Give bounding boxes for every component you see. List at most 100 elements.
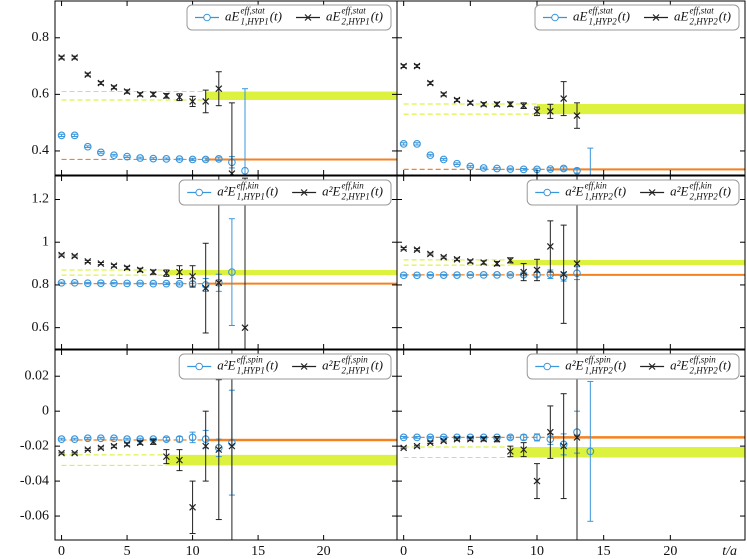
marker xyxy=(413,271,421,280)
y-tick-label: 0.02 xyxy=(25,368,50,383)
marker xyxy=(228,442,236,450)
plot-area xyxy=(57,176,397,349)
marker xyxy=(453,96,461,104)
marker xyxy=(506,271,515,279)
marker xyxy=(214,155,223,163)
marker xyxy=(453,435,461,443)
legend-text: 2,HYP2 xyxy=(689,192,718,202)
marker xyxy=(162,435,171,443)
marker xyxy=(546,165,555,173)
plot-area xyxy=(57,350,397,540)
legend-box xyxy=(526,353,740,380)
legend-text: (t) xyxy=(719,183,731,198)
marker xyxy=(83,279,92,288)
legend-marker xyxy=(300,363,308,370)
marker xyxy=(176,93,183,101)
plot-area xyxy=(57,54,397,175)
marker xyxy=(84,71,92,78)
marker xyxy=(533,477,541,485)
marker xyxy=(110,151,118,160)
legend-text: eff,stat xyxy=(588,6,613,16)
legend-text: (t) xyxy=(266,183,278,198)
marker xyxy=(480,100,488,108)
marker xyxy=(466,258,474,265)
legend-text: aE xyxy=(225,8,240,23)
legend-text: aE xyxy=(573,8,588,23)
legend-box xyxy=(178,179,392,206)
legend-text: 1,HYP2 xyxy=(585,192,614,202)
marker xyxy=(493,271,501,279)
legend-text: (t) xyxy=(618,8,630,23)
x-axis-label: t/a xyxy=(722,544,737,559)
marker xyxy=(466,271,475,279)
marker xyxy=(57,435,66,443)
marker xyxy=(426,250,434,258)
legend-text: eff,spin xyxy=(585,355,612,365)
fit-band xyxy=(166,269,397,276)
marker xyxy=(506,447,514,455)
marker xyxy=(400,62,408,70)
marker xyxy=(97,444,105,452)
marker xyxy=(506,165,515,173)
y-tick-label: 1 xyxy=(42,234,49,249)
marker xyxy=(70,131,79,140)
marker xyxy=(83,434,92,443)
marker xyxy=(57,131,66,140)
marker xyxy=(110,442,118,450)
legend-box xyxy=(526,179,740,206)
marker xyxy=(83,142,92,151)
y-tick-label: 0.6 xyxy=(32,87,50,102)
panel-frame xyxy=(396,175,746,350)
marker xyxy=(453,271,461,279)
legend-text: eff,stat xyxy=(341,6,366,16)
legend-text: eff,stat xyxy=(240,6,265,16)
marker xyxy=(123,88,131,95)
marker xyxy=(546,428,554,436)
marker xyxy=(149,90,157,98)
legend-text: 1,HYP2 xyxy=(585,366,614,376)
marker xyxy=(162,92,170,100)
x-tick-label: 10 xyxy=(530,544,544,559)
marker xyxy=(123,264,131,272)
legend-text: eff,spin xyxy=(237,355,264,365)
marker xyxy=(573,112,581,120)
marker xyxy=(123,440,131,448)
marker xyxy=(97,260,105,267)
x-tick-label: 15 xyxy=(597,544,611,559)
marker xyxy=(399,433,408,442)
marker xyxy=(215,85,223,93)
marker xyxy=(560,95,568,103)
marker xyxy=(175,155,184,164)
legend-text: a²E xyxy=(322,183,340,198)
legend-text: 2,HYP1 xyxy=(341,192,369,202)
marker xyxy=(84,446,92,454)
marker xyxy=(493,260,501,267)
marker xyxy=(189,98,197,105)
legend-box xyxy=(186,4,392,31)
marker xyxy=(413,62,421,70)
legend-text: (t) xyxy=(614,183,626,198)
panel-frame xyxy=(396,0,746,176)
marker xyxy=(110,434,118,443)
legend-text: a²E xyxy=(322,357,340,372)
marker xyxy=(162,269,170,277)
marker xyxy=(110,83,118,91)
fit-band xyxy=(205,91,397,101)
legend-text: (t) xyxy=(270,8,282,23)
marker xyxy=(149,268,157,276)
marker xyxy=(413,140,421,148)
legend-text: 2,HYP2 xyxy=(689,366,718,376)
legend-text: (t) xyxy=(371,8,383,23)
marker xyxy=(573,433,581,441)
legend-box xyxy=(534,4,740,31)
marker xyxy=(136,439,144,447)
marker xyxy=(176,268,183,276)
legend-marker xyxy=(648,189,656,196)
